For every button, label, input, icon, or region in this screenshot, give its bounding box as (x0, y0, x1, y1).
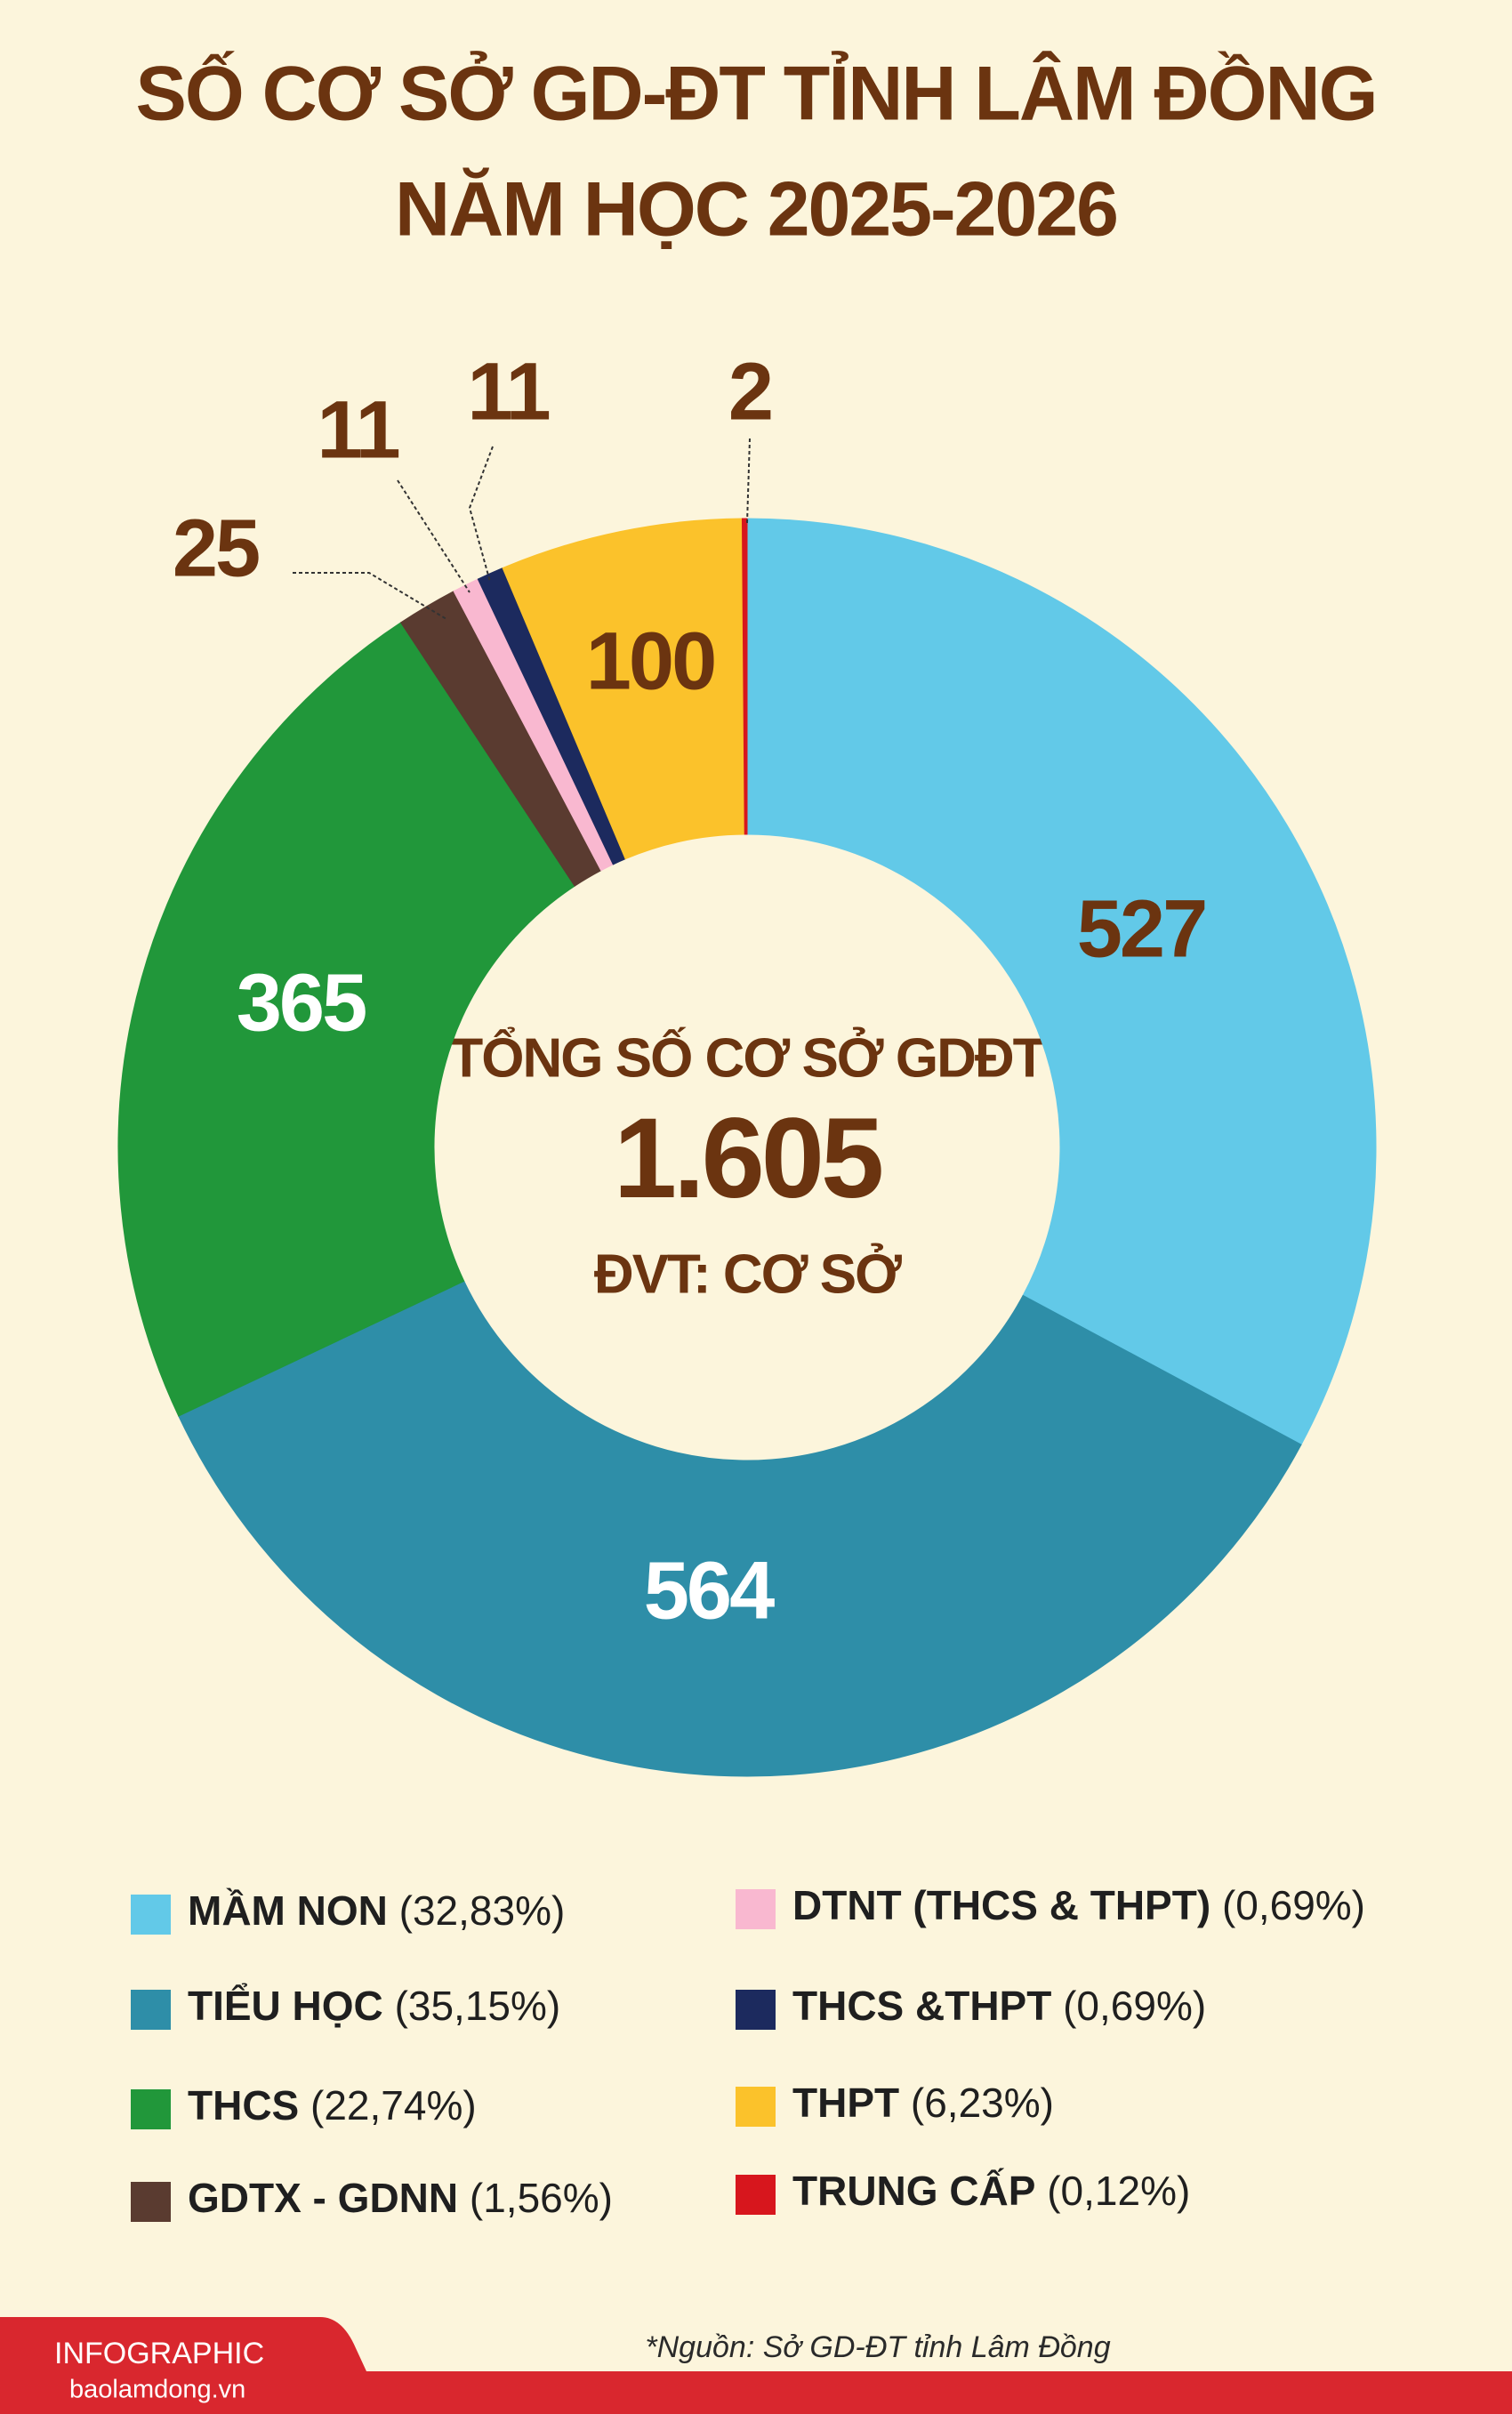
legend-percent: (22,74%) (310, 2082, 477, 2128)
legend-percent: (35,15%) (395, 1983, 561, 2029)
legend-swatch (736, 2175, 776, 2215)
donut-slice (746, 518, 1377, 1445)
data-label: 100 (586, 616, 715, 706)
legend-percent: (0,69%) (1063, 1983, 1206, 2029)
leader-line (468, 446, 494, 583)
center-unit: ĐVT: CƠ SỞ (594, 1243, 902, 1305)
legend-swatch (131, 1990, 171, 2030)
data-label: 527 (1077, 883, 1206, 974)
center-label: TỔNG SỐ CƠ SỞ GDĐT (449, 1026, 1046, 1089)
legend-label: TRUNG CẤP (0,12%) (792, 2168, 1190, 2214)
data-label: 2 (728, 346, 771, 437)
legend-name: THCS &THPT (792, 1983, 1051, 2029)
legend-swatch (131, 1895, 171, 1935)
legend-label: TIỂU HỌC (35,15%) (188, 1983, 560, 2029)
legend-name: THCS (188, 2082, 299, 2128)
source: *Nguồn: Sở GD-ĐT tỉnh Lâm Đồng (645, 2330, 1110, 2364)
legend-label: MẦM NON (32,83%) (188, 1887, 565, 1934)
legend-label: THCS (22,74%) (188, 2082, 477, 2128)
brand: INFOGRAPHIC (54, 2337, 264, 2370)
legend-swatch (131, 2182, 171, 2222)
legend-percent: (0,69%) (1222, 1882, 1365, 1928)
data-label: 11 (467, 346, 549, 437)
legend-percent: (32,83%) (399, 1887, 566, 1934)
legend-label: GDTX - GDNN (1,56%) (188, 2175, 613, 2221)
leader-line (397, 479, 470, 593)
legend-name: TRUNG CẤP (792, 2168, 1035, 2214)
legend-swatch (736, 2087, 776, 2127)
legend-label: THPT (6,23%) (792, 2080, 1054, 2126)
donut-slice (178, 1280, 1302, 1777)
legend-name: THPT (792, 2080, 899, 2126)
site: baolamdong.vn (69, 2376, 245, 2404)
data-label: 25 (173, 503, 259, 593)
data-label: 365 (237, 957, 366, 1048)
leader-line (293, 572, 447, 620)
title-line: SỐ CƠ SỞ GD-ĐT TỈNH LÂM ĐỒNG (136, 52, 1377, 137)
legend-swatch (736, 1889, 776, 1929)
data-label: 11 (317, 384, 398, 475)
legend-name: DTNT (THCS & THPT) (792, 1882, 1210, 1928)
leader-line (746, 438, 751, 524)
legend-swatch (736, 1990, 776, 2030)
title-line: NĂM HỌC 2025-2026 (395, 167, 1117, 253)
legend-name: GDTX - GDNN (188, 2175, 458, 2221)
legend-swatch (131, 2089, 171, 2129)
center-total: 1.605 (614, 1095, 881, 1222)
donut-slice (741, 518, 748, 835)
legend-percent: (1,56%) (470, 2175, 613, 2221)
legend-label: THCS &THPT (0,69%) (792, 1983, 1206, 2029)
data-label: 564 (644, 1545, 775, 1636)
legend-name: TIỂU HỌC (188, 1983, 383, 2029)
donut-slice (117, 622, 575, 1417)
legend-label: DTNT (THCS & THPT) (0,69%) (792, 1882, 1365, 1928)
footer-band (0, 2317, 1512, 2414)
legend-percent: (6,23%) (911, 2080, 1054, 2126)
legend-percent: (0,12%) (1047, 2168, 1190, 2214)
legend-name: MẦM NON (188, 1887, 388, 1934)
